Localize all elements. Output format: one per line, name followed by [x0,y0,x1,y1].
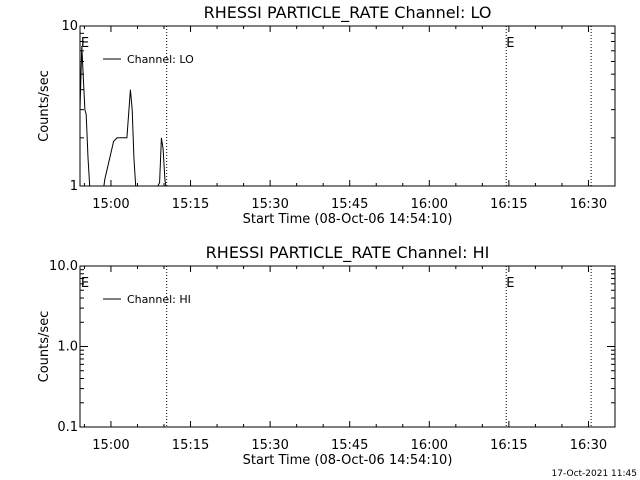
y-tick-label: 1 [70,179,78,194]
flag-label: E [81,276,89,291]
y-tick-label: 0.1 [57,420,78,435]
flag-label: E [506,276,514,291]
x-tick-label: 15:15 [172,438,209,453]
chart-title: RHESSI PARTICLE_RATE Channel: LO [204,3,492,23]
x-tick-label: 16:30 [570,197,607,212]
x-tick-label: 16:00 [411,197,448,212]
y-tick-label: 1.0 [57,340,78,355]
legend-label: Channel: LO [127,53,194,66]
lo-channel-panel: RHESSI PARTICLE_RATE Channel: LO 15:00 15:… [37,3,616,227]
x-tick-label: 16:30 [570,438,607,453]
y-axis-label: Counts/sec [37,70,52,142]
footer-timestamp: 17-Oct-2021 11:45 [552,469,637,479]
chart-title: RHESSI PARTICLE_RATE Channel: HI [206,243,490,263]
x-tick-label: 15:45 [331,197,368,212]
flag-label: E [506,36,514,51]
x-tick-label: 15:15 [172,197,209,212]
x-tick-label: 15:30 [251,438,288,453]
series-line [79,45,167,187]
x-tick-label: 15:00 [92,438,129,453]
hi-channel-panel: RHESSI PARTICLE_RATE Channel: HI 15:00 15:… [37,243,616,468]
flag-label: E [81,36,89,51]
x-axis-label: Start Time (08-Oct-06 14:54:10) [243,453,453,468]
y-tick-label: 10.0 [49,259,78,274]
x-tick-label: 15:45 [331,438,368,453]
plot-frame [79,265,616,428]
x-tick-label: 16:15 [490,197,527,212]
y-axis-label: Counts/sec [37,311,52,383]
legend-label: Channel: HI [127,293,191,306]
x-tick-label: 16:15 [490,438,527,453]
x-tick-label: 16:00 [411,438,448,453]
x-tick-label: 15:30 [251,197,288,212]
x-axis-label: Start Time (08-Oct-06 14:54:10) [243,212,453,227]
y-tick-label: 10 [61,19,78,34]
x-tick-label: 15:00 [92,197,129,212]
